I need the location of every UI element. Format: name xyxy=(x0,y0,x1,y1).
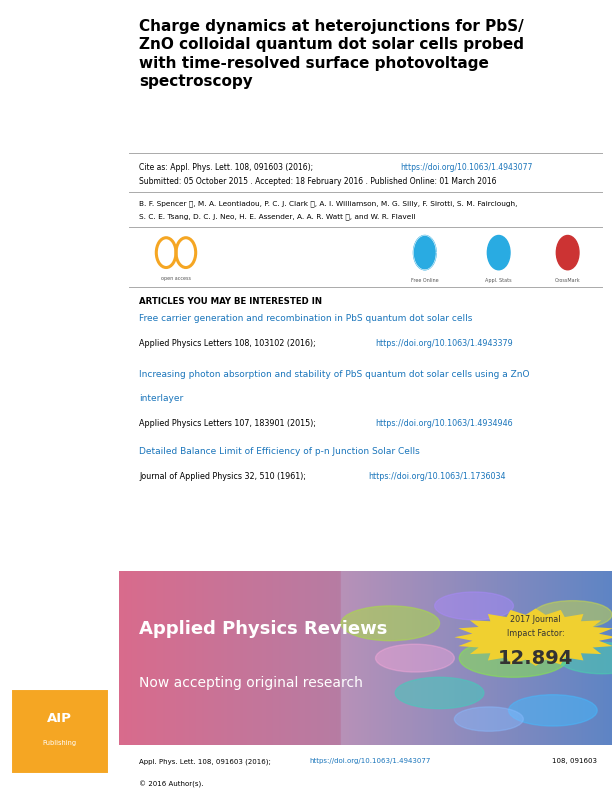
FancyBboxPatch shape xyxy=(11,688,108,774)
Text: Now accepting original research: Now accepting original research xyxy=(139,676,363,689)
Text: Journal of Applied Physics 32, 510 (1961);: Journal of Applied Physics 32, 510 (1961… xyxy=(139,471,308,480)
Circle shape xyxy=(376,644,454,672)
Text: Free carrier generation and recombination in PbS quantum dot solar cells: Free carrier generation and recombinatio… xyxy=(139,314,472,323)
Circle shape xyxy=(435,592,513,620)
Text: Publishing: Publishing xyxy=(43,740,76,746)
Text: Detailed Balance Limit of Efficiency of p-n Junction Solar Cells: Detailed Balance Limit of Efficiency of … xyxy=(139,447,420,456)
Circle shape xyxy=(487,236,510,270)
Text: 108, 091603: 108, 091603 xyxy=(552,758,597,764)
Circle shape xyxy=(558,642,612,674)
Text: https://doi.org/10.1063/1.4943077: https://doi.org/10.1063/1.4943077 xyxy=(309,758,430,764)
Text: https://doi.org/10.1063/1.4943379: https://doi.org/10.1063/1.4943379 xyxy=(376,339,513,348)
Text: Applied Physics Letters 107, 183901 (2015);: Applied Physics Letters 107, 183901 (201… xyxy=(139,419,319,428)
Circle shape xyxy=(341,606,439,641)
Text: https://doi.org/10.1063/1.4934946: https://doi.org/10.1063/1.4934946 xyxy=(376,419,513,428)
Text: ARTICLES YOU MAY BE INTERESTED IN: ARTICLES YOU MAY BE INTERESTED IN xyxy=(139,296,322,305)
Text: https://doi.org/10.1063/1.1736034: https://doi.org/10.1063/1.1736034 xyxy=(368,471,506,480)
Circle shape xyxy=(459,639,568,677)
Text: Appl. Phys. Lett. 108, 091603 (2016);: Appl. Phys. Lett. 108, 091603 (2016); xyxy=(139,758,273,765)
Circle shape xyxy=(414,236,436,270)
Text: B. F. Spencer ⓘ, M. A. Leontiadou, P. C. J. Clark ⓘ, A. I. Williamson, M. G. Sil: B. F. Spencer ⓘ, M. A. Leontiadou, P. C.… xyxy=(139,200,517,207)
Text: Applied Physics Reviews: Applied Physics Reviews xyxy=(139,620,387,637)
Text: 12.894: 12.894 xyxy=(498,649,573,667)
Text: Free Online: Free Online xyxy=(411,278,439,283)
Text: CrossMark: CrossMark xyxy=(555,278,580,283)
Text: © 2016 Author(s).: © 2016 Author(s). xyxy=(139,781,204,788)
Text: interlayer: interlayer xyxy=(139,394,184,403)
Circle shape xyxy=(509,695,597,726)
Text: Cite as: Appl. Phys. Lett. 108, 091603 (2016);: Cite as: Appl. Phys. Lett. 108, 091603 (… xyxy=(139,163,316,173)
Polygon shape xyxy=(454,608,612,666)
Text: Increasing photon absorption and stability of PbS quantum dot solar cells using : Increasing photon absorption and stabili… xyxy=(139,369,529,378)
Circle shape xyxy=(533,601,612,629)
Text: Submitted: 05 October 2015 . Accepted: 18 February 2016 . Published Online: 01 M: Submitted: 05 October 2015 . Accepted: 1… xyxy=(139,177,496,185)
Text: AIP: AIP xyxy=(47,712,72,725)
Text: Charge dynamics at heterojunctions for PbS/
ZnO colloidal quantum dot solar cell: Charge dynamics at heterojunctions for P… xyxy=(139,19,524,89)
Text: https://doi.org/10.1063/1.4943077: https://doi.org/10.1063/1.4943077 xyxy=(400,163,532,173)
Circle shape xyxy=(454,707,523,731)
Text: Applied Physics Letters: Applied Physics Letters xyxy=(52,292,67,486)
Circle shape xyxy=(556,236,579,270)
Text: Impact Factor:: Impact Factor: xyxy=(507,629,564,638)
Text: S. C. E. Tsang, D. C. J. Neo, H. E. Assender, A. A. R. Watt ⓘ, and W. R. Flavell: S. C. E. Tsang, D. C. J. Neo, H. E. Asse… xyxy=(139,213,416,220)
Text: open access: open access xyxy=(161,276,191,281)
Text: Applied Physics Letters 108, 103102 (2016);: Applied Physics Letters 108, 103102 (201… xyxy=(139,339,318,348)
Circle shape xyxy=(395,677,484,709)
Text: Appl. Stats: Appl. Stats xyxy=(485,278,512,283)
Text: 2017 Journal: 2017 Journal xyxy=(510,616,561,625)
